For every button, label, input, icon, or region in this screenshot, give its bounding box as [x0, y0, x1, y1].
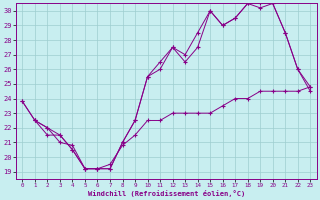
X-axis label: Windchill (Refroidissement éolien,°C): Windchill (Refroidissement éolien,°C)	[88, 190, 245, 197]
